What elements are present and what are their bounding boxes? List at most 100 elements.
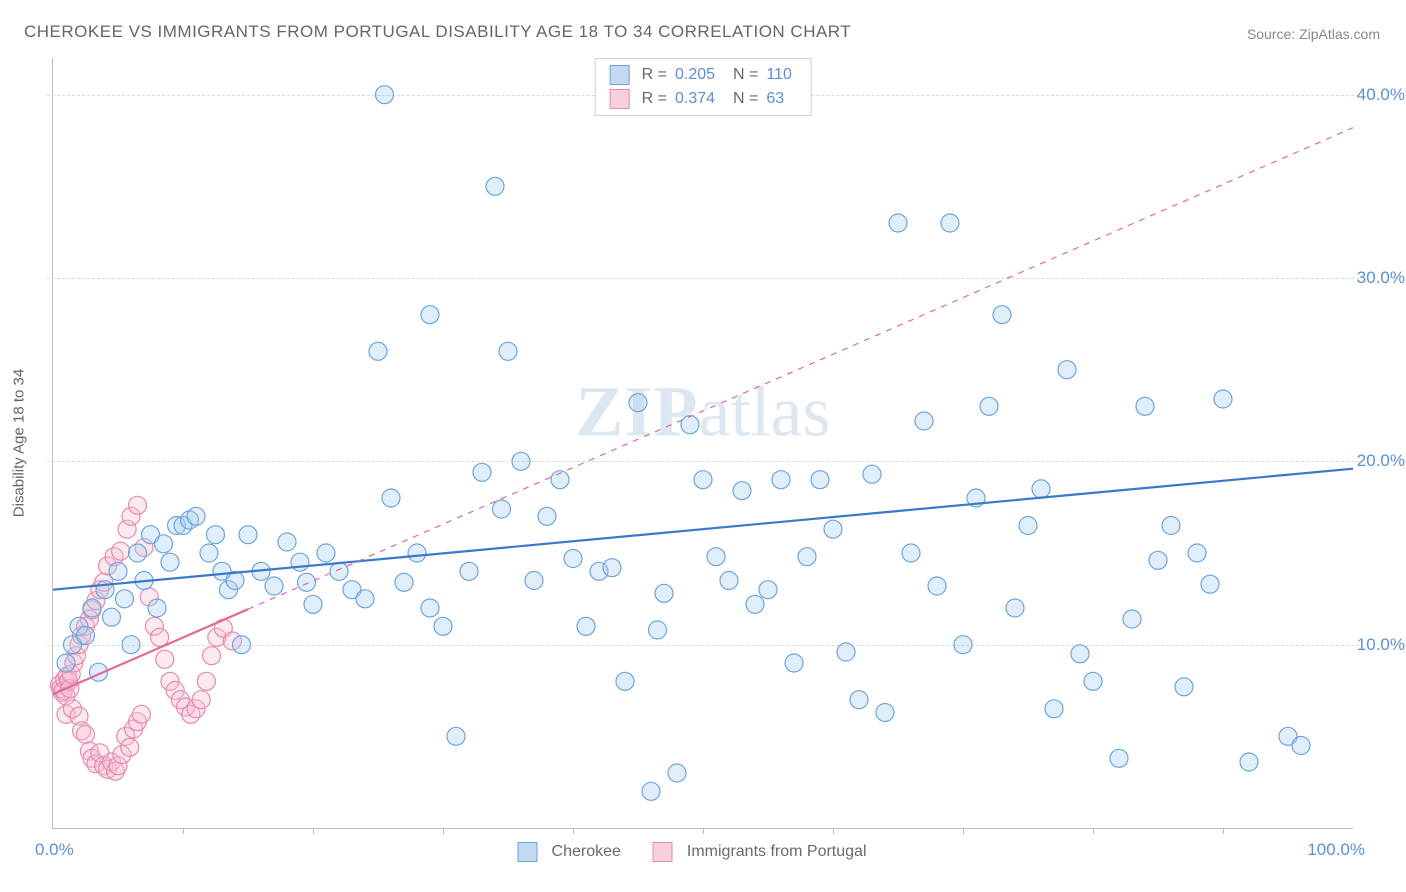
y-tick-label: 10.0% — [1357, 635, 1405, 655]
scatter-point — [77, 726, 95, 744]
scatter-point — [121, 738, 139, 756]
legend-r-value: 0.205 — [675, 66, 725, 84]
correlation-legend: R =0.205N =110R =0.374N =63 — [595, 58, 812, 116]
trendline-extrapolated — [248, 128, 1353, 610]
scatter-point — [203, 647, 221, 665]
scatter-point — [103, 608, 121, 626]
scatter-point — [421, 306, 439, 324]
scatter-point — [850, 691, 868, 709]
scatter-point — [993, 306, 1011, 324]
scatter-point — [156, 650, 174, 668]
scatter-point — [408, 544, 426, 562]
scatter-point — [1123, 610, 1141, 628]
scatter-point — [265, 577, 283, 595]
scatter-point — [129, 496, 147, 514]
scatter-point — [161, 553, 179, 571]
series-legend: CherokeeImmigrants from Portugal — [518, 842, 889, 862]
scatter-point — [694, 471, 712, 489]
legend-n-value: 63 — [766, 90, 796, 108]
x-tick-mark — [703, 828, 704, 834]
scatter-point — [837, 643, 855, 661]
scatter-point — [473, 463, 491, 481]
scatter-point — [109, 562, 127, 580]
x-tick-mark — [1093, 828, 1094, 834]
scatter-point — [330, 562, 348, 580]
scatter-point — [317, 544, 335, 562]
scatter-point — [447, 727, 465, 745]
legend-series-label: Cherokee — [552, 843, 621, 861]
legend-r-label: R = — [642, 66, 667, 84]
scatter-point — [577, 617, 595, 635]
y-axis-label: Disability Age 18 to 34 — [11, 369, 28, 517]
legend-r-value: 0.374 — [675, 90, 725, 108]
scatter-point — [132, 705, 150, 723]
legend-swatch — [610, 89, 630, 109]
scatter-point — [642, 782, 660, 800]
scatter-point — [187, 507, 205, 525]
scatter-point — [525, 572, 543, 590]
scatter-point — [746, 595, 764, 613]
plot-area: Disability Age 18 to 34 0.0% 100.0% ZIPa… — [52, 58, 1353, 829]
scatter-point — [538, 507, 556, 525]
scatter-point — [460, 562, 478, 580]
x-axis-min-label: 0.0% — [35, 840, 74, 860]
scatter-point — [759, 581, 777, 599]
scatter-point — [155, 535, 173, 553]
scatter-point — [1292, 737, 1310, 755]
scatter-point — [1084, 672, 1102, 690]
scatter-point — [122, 636, 140, 654]
scatter-point — [1058, 361, 1076, 379]
scatter-point — [902, 544, 920, 562]
scatter-point — [1045, 700, 1063, 718]
scatter-point — [148, 599, 166, 617]
scatter-point — [382, 489, 400, 507]
scatter-point — [629, 394, 647, 412]
scatter-point — [733, 482, 751, 500]
scatter-point — [1188, 544, 1206, 562]
scatter-point — [1006, 599, 1024, 617]
legend-swatch — [518, 842, 538, 862]
scatter-point — [395, 573, 413, 591]
chart-title: CHEROKEE VS IMMIGRANTS FROM PORTUGAL DIS… — [24, 22, 851, 42]
scatter-point — [57, 654, 75, 672]
scatter-point — [889, 214, 907, 232]
scatter-point — [941, 214, 959, 232]
legend-n-value: 110 — [766, 66, 796, 84]
legend-n-label: N = — [733, 90, 758, 108]
scatter-point — [369, 342, 387, 360]
x-axis-max-label: 100.0% — [1307, 840, 1365, 860]
source-link[interactable]: ZipAtlas.com — [1299, 26, 1380, 42]
x-tick-mark — [963, 828, 964, 834]
scatter-point — [1162, 517, 1180, 535]
scatter-point — [233, 636, 251, 654]
x-tick-mark — [313, 828, 314, 834]
scatter-point — [681, 416, 699, 434]
scatter-point — [298, 573, 316, 591]
scatter-point — [616, 672, 634, 690]
x-tick-mark — [833, 828, 834, 834]
scatter-point — [1149, 551, 1167, 569]
chart-container: CHEROKEE VS IMMIGRANTS FROM PORTUGAL DIS… — [0, 0, 1406, 892]
scatter-point — [564, 550, 582, 568]
legend-swatch — [653, 842, 673, 862]
scatter-point — [915, 412, 933, 430]
legend-r-label: R = — [642, 90, 667, 108]
scatter-point — [772, 471, 790, 489]
scatter-point — [192, 691, 210, 709]
scatter-point — [207, 526, 225, 544]
scatter-point — [1110, 749, 1128, 767]
scatter-point — [954, 636, 972, 654]
scatter-point — [1214, 390, 1232, 408]
source-label: Source: — [1247, 26, 1299, 42]
source-attribution: Source: ZipAtlas.com — [1247, 26, 1380, 42]
scatter-point — [603, 559, 621, 577]
x-tick-mark — [573, 828, 574, 834]
legend-row: R =0.205N =110 — [610, 63, 797, 87]
scatter-point — [980, 397, 998, 415]
scatter-point — [278, 533, 296, 551]
scatter-point — [486, 177, 504, 195]
scatter-point — [1019, 517, 1037, 535]
scatter-point — [863, 465, 881, 483]
scatter-point — [928, 577, 946, 595]
scatter-point — [512, 452, 530, 470]
